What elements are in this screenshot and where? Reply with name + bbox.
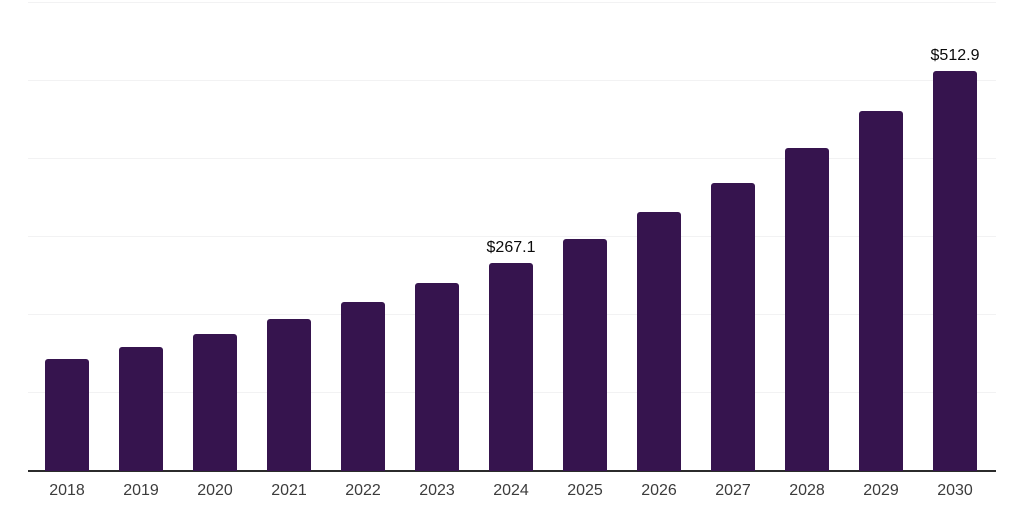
gridline-600 xyxy=(28,2,996,3)
x-tick-label-2027: 2027 xyxy=(715,482,751,499)
bar-value-label-2024: $267.1 xyxy=(486,238,536,256)
bar-2022 xyxy=(341,301,385,471)
plot-area: $267.1 $512.9 xyxy=(28,2,996,472)
bar-2028 xyxy=(785,148,829,471)
x-tick-label-2030: 2030 xyxy=(937,482,973,499)
bar-2025 xyxy=(563,238,607,471)
bar-2027 xyxy=(711,183,755,471)
gridline-400 xyxy=(28,158,996,159)
x-tick-label-2022: 2022 xyxy=(345,482,381,499)
bar-2030 xyxy=(933,70,977,471)
x-tick-label-2018: 2018 xyxy=(49,482,85,499)
x-tick-label-2024: 2024 xyxy=(493,482,529,499)
x-tick-label-2028: 2028 xyxy=(789,482,825,499)
x-axis-line xyxy=(28,470,996,472)
bar-2023 xyxy=(415,282,459,471)
x-tick-label-2029: 2029 xyxy=(863,482,899,499)
x-tick-label-2023: 2023 xyxy=(419,482,455,499)
x-tick-label-2019: 2019 xyxy=(123,482,159,499)
bar-2029 xyxy=(859,110,903,471)
x-tick-label-2026: 2026 xyxy=(641,482,677,499)
bar-2024 xyxy=(489,262,533,471)
bar-2026 xyxy=(637,212,681,471)
bar-value-label-2030: $512.9 xyxy=(930,46,980,64)
gridline-500 xyxy=(28,80,996,81)
gridline-300 xyxy=(28,236,996,237)
bar-2018 xyxy=(45,358,89,471)
x-tick-label-2020: 2020 xyxy=(197,482,233,499)
x-tick-label-2025: 2025 xyxy=(567,482,603,499)
bar-2020 xyxy=(193,333,237,471)
x-tick-label-2021: 2021 xyxy=(271,482,307,499)
bar-2019 xyxy=(119,346,163,471)
bar-2021 xyxy=(267,319,311,471)
